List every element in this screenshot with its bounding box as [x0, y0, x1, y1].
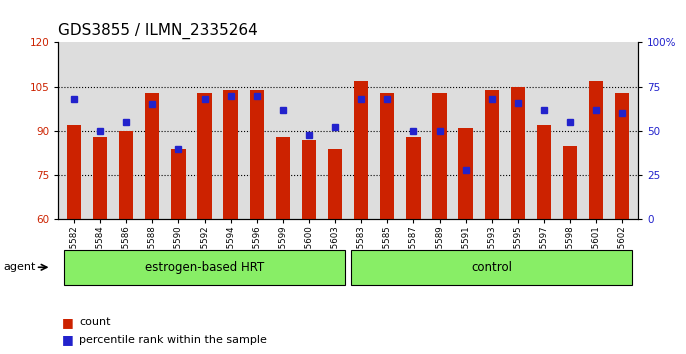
- Bar: [432, 93, 447, 219]
- Bar: [354, 81, 368, 219]
- Bar: [145, 93, 159, 219]
- Text: agent: agent: [3, 262, 36, 272]
- Bar: [615, 93, 630, 219]
- Bar: [380, 93, 394, 219]
- Text: estrogen-based HRT: estrogen-based HRT: [145, 261, 264, 274]
- Bar: [510, 87, 525, 219]
- Bar: [589, 81, 604, 219]
- Bar: [406, 137, 421, 219]
- Bar: [250, 90, 264, 219]
- Bar: [537, 125, 551, 219]
- Bar: [93, 137, 107, 219]
- Text: ■: ■: [62, 333, 73, 346]
- Bar: [198, 93, 212, 219]
- Bar: [563, 146, 578, 219]
- Bar: [484, 90, 499, 219]
- Bar: [119, 131, 133, 219]
- Bar: [224, 90, 238, 219]
- Text: ■: ■: [62, 316, 73, 329]
- Bar: [276, 137, 290, 219]
- Bar: [172, 149, 186, 219]
- Text: GDS3855 / ILMN_2335264: GDS3855 / ILMN_2335264: [58, 23, 258, 39]
- Text: count: count: [79, 317, 110, 327]
- Bar: [328, 149, 342, 219]
- Text: percentile rank within the sample: percentile rank within the sample: [79, 335, 267, 345]
- Bar: [302, 140, 316, 219]
- Text: control: control: [471, 261, 512, 274]
- Bar: [67, 125, 81, 219]
- Bar: [458, 128, 473, 219]
